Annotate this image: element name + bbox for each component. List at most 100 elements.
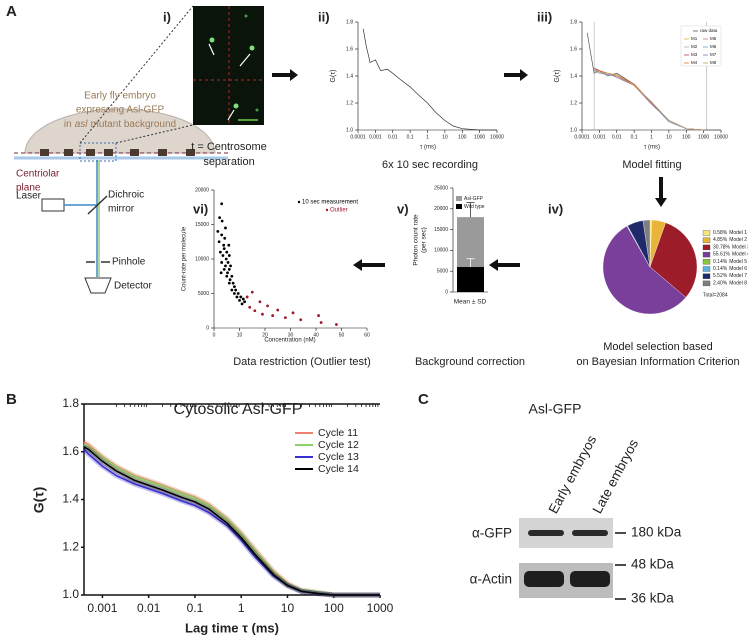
y-tick-label: 1.4 — [570, 73, 577, 79]
legend-swatch — [702, 251, 711, 258]
caption: 6x 10 sec recording — [382, 159, 478, 171]
legend-swatch — [702, 259, 711, 265]
legend-swatch — [702, 230, 711, 236]
label-part: mutant background — [90, 119, 176, 130]
point — [299, 318, 303, 322]
x-tick-label: 10 — [666, 134, 672, 140]
point — [250, 290, 254, 294]
x-tick-label: 0.001 — [369, 134, 382, 140]
y-tick-label: 15000 — [195, 222, 209, 228]
y-tick-label: 5000 — [198, 291, 209, 297]
zoom-line — [115, 124, 194, 144]
value-label: 4.85% — [713, 238, 728, 244]
point — [241, 297, 245, 301]
point — [222, 243, 226, 247]
marker-label: 48 kDa — [631, 557, 674, 572]
x-tick-label: 1000 — [698, 134, 709, 140]
value-label: 0.14% — [713, 259, 728, 265]
legend-label: M8 — [710, 60, 717, 65]
legend-name: Model 5 — [729, 259, 747, 265]
x-tick-label: 0.0001 — [574, 134, 590, 140]
blot — [519, 518, 626, 600]
pie-slice — [642, 219, 651, 268]
legend-label: Wild type — [464, 204, 485, 210]
arrow — [504, 69, 528, 81]
point — [224, 257, 228, 261]
panel-label: C — [418, 391, 429, 408]
caption: Background correction — [415, 356, 525, 368]
legend-name: Model 8 — [729, 281, 747, 287]
image — [193, 6, 264, 125]
y-tick-label: 1.2 — [570, 100, 577, 106]
legend-label: 55.61% Model 4 — [713, 252, 748, 258]
x-tick-label: 1 — [650, 134, 653, 140]
x-tick-label: 0.01 — [388, 134, 398, 140]
caption: Model fitting — [622, 159, 681, 171]
legend-swatch — [702, 237, 711, 243]
legend-swatch — [702, 266, 711, 272]
x-tick-label: 50 — [339, 332, 345, 338]
point — [220, 261, 224, 264]
y-axis-label: G(τ) — [31, 487, 47, 513]
y-tick-label: 1.4 — [62, 492, 79, 506]
point — [271, 314, 275, 317]
series-line — [83, 446, 380, 596]
label: Centriolar — [16, 169, 60, 180]
y-tick-label: 10000 — [195, 256, 209, 262]
band — [570, 571, 610, 587]
legend-name: Model 2 — [729, 238, 747, 244]
marker-label: 180 kDa — [631, 525, 682, 540]
y-tick-label: 1.6 — [62, 444, 79, 458]
y-tick-label: 1.4 — [346, 73, 353, 79]
legend-name: Model 4 — [732, 252, 748, 258]
point — [224, 264, 227, 268]
point — [221, 254, 225, 257]
lane-label: Early embryos — [546, 433, 600, 516]
label: in asl mutant background — [64, 119, 176, 130]
point — [240, 302, 244, 306]
legend-label: Cycle 12 — [318, 439, 359, 451]
point — [276, 308, 280, 312]
legend-label: Cycle 14 — [318, 463, 359, 475]
y-tick-label: 0 — [206, 325, 209, 331]
label: Pinhole — [112, 257, 146, 268]
point — [227, 267, 231, 271]
point — [216, 230, 220, 233]
arrow — [272, 69, 298, 81]
point — [219, 271, 223, 275]
zoom-line — [79, 5, 194, 144]
zoom-box — [79, 142, 117, 162]
x-tick-label: 0 — [213, 332, 216, 338]
value-label: 5.52% — [713, 274, 728, 280]
y-axis-label: Count-rate per molecule — [182, 226, 188, 291]
legend-swatch — [456, 196, 462, 201]
value-label: 0.14% — [713, 266, 728, 272]
label: Laser — [16, 191, 42, 202]
legend-label: Cycle 11 — [318, 427, 358, 439]
x-tick-label: 0.0001 — [350, 134, 366, 140]
legend-swatch — [702, 273, 711, 279]
legend-name: Model 7 — [729, 274, 747, 280]
x-tick-label: 30 — [288, 332, 294, 338]
arrow — [208, 43, 215, 56]
legend-label: M2 — [691, 44, 698, 49]
caption: Data restriction (Outlier test) — [233, 356, 371, 368]
legend-label: M3 — [691, 52, 698, 57]
x-tick-label: Mean ± SD — [454, 299, 487, 306]
legend-label: Asl-GFP — [464, 196, 484, 202]
y-tick-label: 1.8 — [570, 19, 577, 25]
x-tick-label: 40 — [313, 332, 319, 338]
label: mirror — [108, 204, 135, 215]
legend-marker — [325, 208, 329, 212]
series-line — [362, 28, 497, 131]
legend-label: M6 — [710, 44, 717, 49]
legend-label: M5 — [710, 36, 717, 41]
legend-label: raw data — [700, 28, 718, 33]
legend-label: M7 — [710, 52, 717, 57]
y-tick-label: 1.8 — [62, 396, 79, 410]
arrow — [489, 259, 520, 271]
y-tick-label: 1.6 — [346, 46, 353, 52]
laser — [41, 198, 65, 212]
x-tick-label: 10000 — [490, 134, 504, 140]
point — [227, 254, 231, 257]
